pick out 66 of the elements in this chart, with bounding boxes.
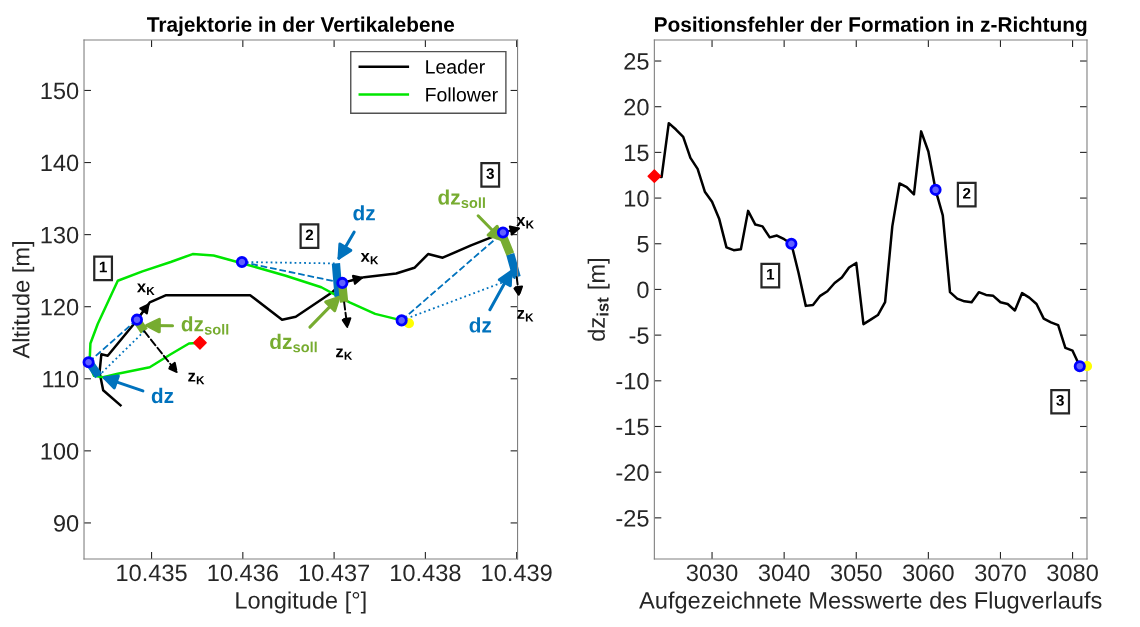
y-tick-label: -10: [616, 372, 649, 390]
y-tick-label: 20: [624, 98, 649, 116]
x-tick-label: 10.438: [391, 564, 461, 582]
chart-title: Trajektorie in der Vertikalebene: [147, 16, 455, 36]
x-tick-label: 3060: [903, 564, 954, 582]
point: [496, 226, 510, 239]
y-tick-label: 5: [637, 236, 649, 253]
annotation: x$_{K}$: [136, 283, 155, 295]
point: [647, 169, 662, 184]
y-tick-label: 130: [41, 226, 79, 244]
x-axis-title: Longitude [°]: [236, 591, 366, 614]
legend-label: Follower: [426, 87, 498, 102]
annotation: 1: [99, 261, 107, 273]
point: [82, 356, 95, 369]
x-tick-label: 3040: [758, 564, 810, 582]
point: [193, 335, 207, 350]
x-tick-label: 10.439: [482, 564, 552, 582]
point: [235, 255, 248, 269]
y-tick-label: 150: [41, 82, 79, 100]
x-axis-title: Aufgezeichnete Messwerte des Flugverlaufs: [639, 591, 1102, 614]
x-tick-label: 3070: [975, 564, 1026, 582]
y-tick-label: 100: [41, 442, 79, 460]
y-tick-label: -15: [616, 418, 649, 436]
y-tick-label: 140: [41, 154, 79, 172]
x-tick-label: 3050: [830, 564, 882, 582]
point: [130, 313, 143, 326]
y-axis-title: Altitude [m]: [12, 242, 35, 359]
annotation: 1: [767, 269, 775, 280]
annotation: 2: [305, 229, 314, 241]
y-tick-label: 25: [624, 53, 649, 70]
x-tick-label: 10.436: [208, 564, 278, 582]
y-axis-title: dz$_{ist}$ [m]: [587, 259, 610, 341]
point: [395, 314, 408, 327]
annotation: dz$_{soll}$: [270, 333, 317, 353]
x-tick-label: 10.437: [299, 564, 370, 582]
annotation: dz: [469, 317, 492, 333]
point: [336, 276, 349, 289]
y-tick-label: 90: [54, 515, 79, 532]
annotation: 3: [486, 168, 494, 180]
y-tick-label: -20: [616, 464, 649, 481]
x-tick-label: 10.435: [117, 564, 187, 582]
y-tick-label: 120: [41, 298, 79, 316]
y-tick-label: 110: [43, 370, 79, 388]
y-tick-label: 0: [637, 281, 649, 299]
x-tick-label: 3030: [686, 564, 738, 582]
annotation: dz: [151, 387, 174, 404]
annotation: 3: [1056, 395, 1064, 406]
annotation: z$_{K}$: [188, 372, 205, 385]
y-tick-label: 15: [625, 144, 649, 162]
y-tick-label: -5: [629, 327, 649, 344]
annotation: x$_{K}$: [360, 252, 379, 265]
annotation: x$_{K}$: [516, 217, 534, 229]
point: [785, 237, 798, 250]
annotation: z$_{K}$: [517, 310, 534, 322]
annotation: z$_{K}$: [336, 348, 353, 360]
point: [1073, 360, 1086, 373]
point: [929, 183, 942, 196]
y-tick-label: -25: [616, 509, 649, 527]
annotation: dz: [353, 205, 375, 221]
y-tick-label: 10: [625, 190, 649, 207]
annotation: dz$_{soll}$: [181, 316, 229, 335]
chart-title: Positionsfehler der Formation in z-Richtung: [655, 16, 1087, 37]
annotation: dz$_{soll}$: [438, 189, 485, 209]
annotation: 2: [963, 187, 971, 199]
x-tick-label: 3080: [1047, 564, 1098, 582]
legend-label: Leader: [426, 59, 485, 74]
